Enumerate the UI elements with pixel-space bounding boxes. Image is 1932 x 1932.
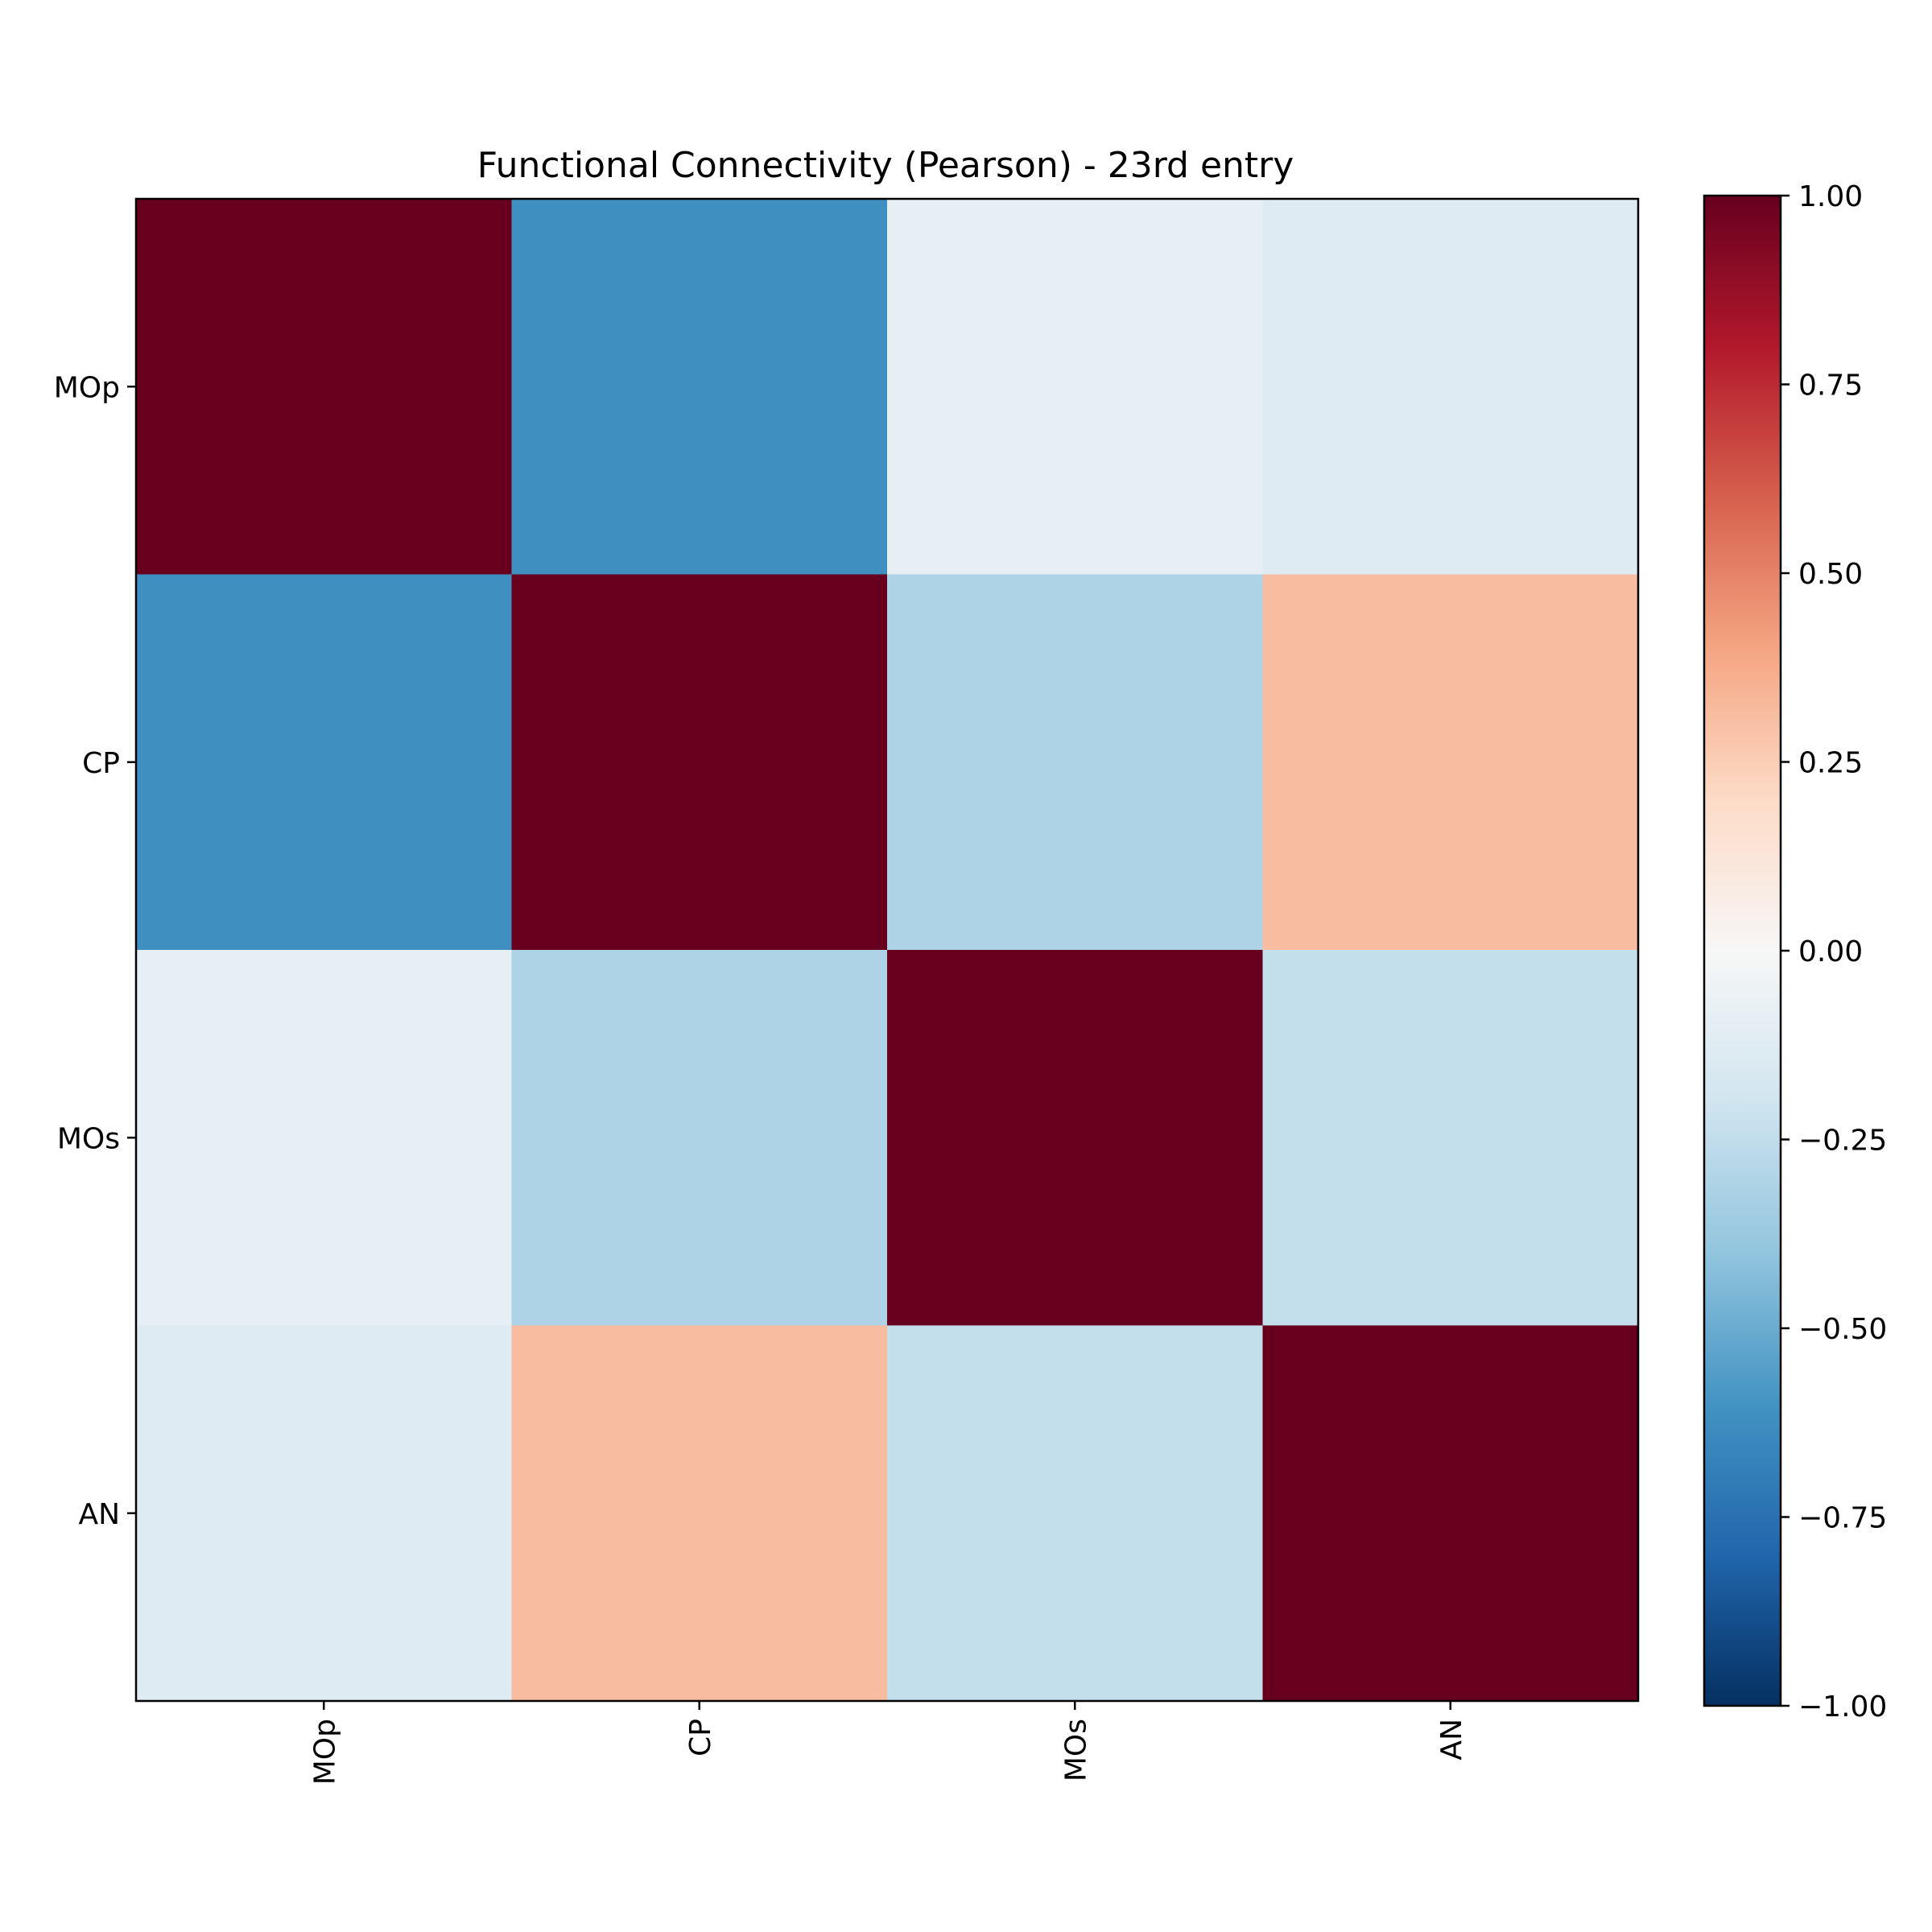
heatmap-cell	[511, 1325, 888, 1702]
x-tick-label: MOs	[1059, 1719, 1092, 1781]
chart-title: Functional Connectivity (Pearson) - 23rd…	[477, 145, 1294, 186]
y-tick-label: CP	[82, 747, 120, 780]
colorbar-tick-label: 0.25	[1798, 747, 1863, 780]
heatmap-cell	[136, 199, 513, 576]
colorbar-tick-label: −0.50	[1798, 1313, 1887, 1346]
x-axis-ticks: MOp CP MOs AN	[308, 1701, 1468, 1785]
colorbar-tick-label: −0.75	[1798, 1502, 1887, 1535]
colorbar-tick-label: −1.00	[1798, 1690, 1887, 1724]
y-tick-label: MOs	[57, 1122, 120, 1155]
heatmap-cell	[887, 1325, 1264, 1702]
colorbar-tick-label: 1.00	[1798, 180, 1863, 213]
x-tick-label: MOp	[308, 1719, 341, 1785]
colorbar-tick-label: 0.50	[1798, 558, 1863, 591]
colorbar-tick-label: 0.75	[1798, 369, 1863, 402]
heatmap-cell	[887, 950, 1264, 1327]
heatmap-cell	[511, 950, 888, 1327]
heatmap-cell	[136, 574, 513, 951]
colorbar: 1.00 0.75 0.50 0.25 0.00 −0.25 −0.50 −0.75 −1.00	[1703, 180, 1887, 1724]
heatmap-cell	[1262, 950, 1639, 1327]
y-tick-label: MOp	[54, 371, 120, 404]
heatmap-cell	[1262, 199, 1639, 576]
y-tick-label: AN	[78, 1498, 120, 1531]
colorbar-tick-label: 0.00	[1798, 935, 1863, 968]
y-axis-ticks: MOp CP MOs AN	[54, 371, 136, 1531]
x-tick-label: CP	[684, 1719, 717, 1757]
x-tick-label: AN	[1435, 1719, 1468, 1761]
heatmap-cell	[1262, 574, 1639, 951]
plot-frame	[134, 197, 1640, 1703]
heatmap-cell	[136, 950, 513, 1327]
heatmap-cell	[136, 1325, 513, 1702]
colorbar-gradient	[1704, 196, 1781, 1706]
colorbar-tick-label: −0.25	[1798, 1125, 1887, 1158]
heatmap-cell	[887, 199, 1264, 576]
heatmap-cell	[1262, 1325, 1639, 1702]
heatmap-cells	[136, 199, 1639, 1702]
heatmap-cell	[511, 574, 888, 951]
heatmap-cell	[511, 199, 888, 576]
heatmap-cell	[887, 574, 1264, 951]
